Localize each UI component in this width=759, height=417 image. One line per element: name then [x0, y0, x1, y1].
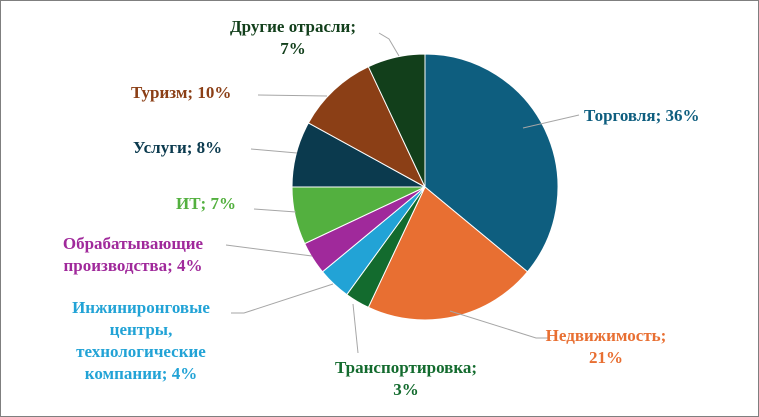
data-label-8: Туризм; 10% [131, 83, 231, 102]
data-label-1: Торговля; 36% [584, 106, 700, 125]
leader-line-3 [352, 303, 359, 354]
data-label-line: Недвижимость; [546, 326, 667, 345]
data-label-line: 7% [280, 39, 306, 58]
leader-lines [225, 32, 580, 354]
leader-line-1 [522, 114, 580, 129]
data-label-line: Торговля; 36% [584, 106, 700, 125]
data-label-3: Транспортировка; 3% [335, 358, 477, 399]
leader-line-7 [250, 148, 298, 154]
data-label-9: Другие отрасли; 7% [230, 17, 356, 58]
leader-line-8 [257, 94, 328, 97]
data-label-2: Недвижимость; 21% [546, 326, 667, 367]
data-label-line: технологические [76, 342, 206, 361]
pie-slice-9 [367, 53, 426, 188]
data-label-4: Инжиниронговые центры, технологические комп… [72, 298, 210, 383]
leader-line-6 [253, 208, 297, 213]
data-label-line: 21% [589, 348, 623, 367]
pie-slice-1 [424, 53, 559, 273]
data-label-line: Услуги; 8% [133, 138, 222, 157]
data-label-7: Услуги; 8% [133, 138, 222, 157]
data-label-line: Инжиниронговые [72, 298, 210, 317]
data-label-line: Туризм; 10% [131, 83, 231, 102]
data-label-line: 3% [393, 380, 419, 399]
pie-slice-2 [367, 186, 529, 321]
data-label-5: Обрабатывающие производства; 4% [63, 234, 204, 275]
data-label-line: компании; 4% [85, 364, 197, 383]
leader-line-4 [231, 283, 334, 314]
data-label-line: Другие отрасли; [230, 17, 356, 36]
leader-line-9 [378, 32, 400, 57]
pie-slices [291, 53, 559, 321]
data-label-6: ИТ; 7% [176, 194, 236, 213]
data-label-line: ИТ; 7% [176, 194, 236, 213]
data-label-line: Транспортировка; [335, 358, 477, 377]
data-labels: Торговля; 36% Недвижимость; 21% Транспортир… [63, 17, 700, 399]
data-label-line: производства; 4% [63, 256, 202, 275]
data-label-line: Обрабатывающие [63, 234, 204, 253]
data-label-line: центры, [110, 320, 173, 339]
pie-slice-8 [307, 65, 427, 189]
leader-line-2 [449, 310, 549, 339]
leader-line-5 [225, 244, 313, 257]
